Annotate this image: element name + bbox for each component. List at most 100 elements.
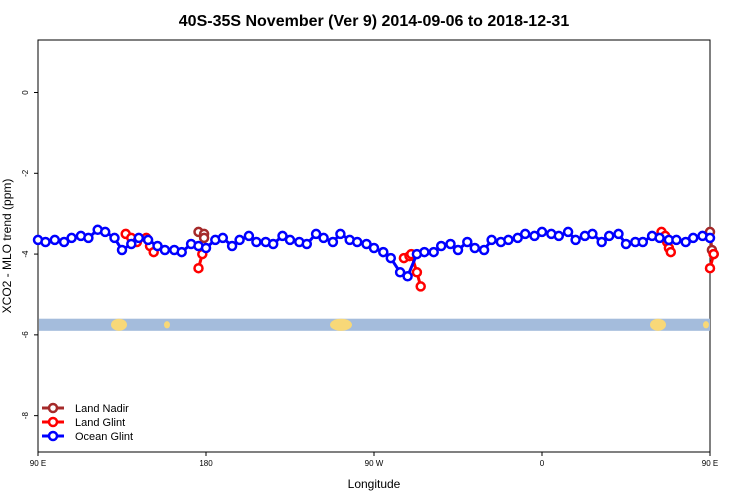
- ocean-glint-point: [126, 238, 137, 250]
- ocean-glint-point: [66, 232, 77, 244]
- ocean-glint-point: [133, 232, 145, 244]
- x-tick-label: 90 W: [365, 459, 384, 468]
- land-glint-point: [708, 248, 719, 260]
- ocean-glint-point: [680, 236, 691, 248]
- ocean-glint-point: [385, 252, 397, 264]
- ocean-glint-point: [351, 236, 363, 248]
- y-tick-label: -2: [21, 169, 30, 177]
- legend-marker-ocean-glint: [47, 430, 59, 442]
- ocean-glint-point: [687, 232, 699, 244]
- y-tick-label: 0: [21, 90, 30, 95]
- ocean-glint-point: [435, 240, 447, 252]
- ocean-glint-point: [99, 226, 111, 238]
- x-axis: 90 E 180 90 W 0 90 E: [30, 452, 718, 468]
- series-layer: [32, 224, 719, 292]
- ocean-glint-point: [116, 244, 128, 256]
- ocean-glint-point: [519, 228, 531, 240]
- x-axis-label: Longitude: [348, 477, 401, 491]
- ocean-glint-point: [83, 232, 94, 244]
- land-patch-australia: [111, 318, 127, 331]
- ocean-glint-point: [428, 246, 439, 258]
- map-ocean-band: [39, 318, 710, 331]
- land-patch-new-zealand-repeat: [703, 321, 709, 329]
- legend-item-land-nadir: Land Nadir: [42, 402, 129, 415]
- ocean-glint-point: [419, 246, 430, 258]
- legend-item-land-glint: Land Glint: [42, 416, 125, 429]
- ocean-glint-point: [445, 238, 456, 250]
- ocean-glint-point: [469, 242, 481, 254]
- ocean-glint-point: [529, 230, 540, 242]
- ocean-glint-point: [402, 271, 413, 282]
- legend-label-land-glint: Land Glint: [75, 417, 125, 429]
- ocean-glint-point: [452, 244, 464, 256]
- ocean-glint-point: [310, 228, 322, 240]
- ocean-glint-point: [318, 232, 329, 244]
- legend: Land Nadir Land Glint Ocean Glint: [42, 402, 133, 443]
- legend-marker-land-nadir: [47, 402, 59, 414]
- ocean-glint-point: [570, 234, 581, 246]
- ocean-glint-point: [277, 230, 288, 242]
- ocean-glint-point: [613, 228, 624, 240]
- ocean-glint-point: [176, 246, 187, 258]
- ocean-glint-point: [620, 238, 632, 250]
- ocean-glint-point: [671, 234, 682, 246]
- land-glint-point: [411, 267, 423, 278]
- ocean-glint-point: [587, 228, 598, 240]
- ocean-glint-point: [536, 226, 548, 238]
- land-patch-south-america: [330, 318, 352, 331]
- ocean-glint-point: [301, 238, 313, 250]
- land-glint-point: [193, 262, 204, 274]
- map-strip: [39, 318, 710, 331]
- ocean-glint-point: [159, 244, 171, 256]
- ocean-glint-point: [327, 236, 339, 248]
- y-tick-label: -8: [21, 412, 30, 420]
- ocean-glint-point: [217, 232, 229, 244]
- x-tick-label: 180: [199, 459, 213, 468]
- y-tick-label: -6: [21, 331, 30, 339]
- ocean-glint-point: [361, 238, 372, 250]
- ocean-glint-point: [512, 232, 523, 244]
- land-patch-australia-repeat: [650, 318, 666, 331]
- y-axis-label: XCO2 - MLO trend (ppm): [0, 179, 14, 314]
- land-glint-point: [415, 281, 426, 292]
- ocean-glint-point: [109, 232, 120, 244]
- y-tick-label: -4: [21, 250, 30, 258]
- legend-item-ocean-glint: Ocean Glint: [42, 430, 133, 443]
- ocean-glint-point: [267, 238, 279, 250]
- ocean-glint-point: [394, 267, 406, 278]
- x-tick-label: 90 E: [702, 459, 718, 468]
- ocean-glint-point: [503, 234, 514, 246]
- ocean-glint-point: [553, 230, 565, 242]
- ocean-glint-point: [251, 236, 262, 248]
- ocean-glint-point: [234, 234, 245, 246]
- land-glint-point: [665, 246, 677, 258]
- land-patch-new-zealand: [164, 321, 170, 329]
- legend-label-ocean-glint: Ocean Glint: [75, 431, 133, 443]
- y-axis: 0 -2 -4 -6 -8: [21, 90, 38, 419]
- x-tick-label: 90 E: [30, 459, 46, 468]
- ocean-glint-point: [142, 234, 154, 246]
- ocean-glint-point: [637, 236, 649, 248]
- ocean-glint-point: [58, 236, 70, 248]
- ocean-glint-point: [378, 246, 389, 258]
- ocean-glint-point: [49, 234, 61, 246]
- ocean-glint-point: [596, 236, 607, 248]
- ocean-glint-point: [704, 232, 716, 244]
- legend-marker-land-glint: [47, 416, 59, 428]
- ocean-glint-point: [226, 240, 238, 252]
- legend-label-land-nadir: Land Nadir: [75, 403, 129, 415]
- ocean-glint-point: [40, 236, 51, 248]
- land-nadir-point: [198, 232, 210, 244]
- chart-title: 40S-35S November (Ver 9) 2014-09-06 to 2…: [179, 13, 570, 30]
- ocean-glint-point: [368, 242, 380, 254]
- ocean-glint-point: [243, 230, 255, 242]
- ocean-glint-point: [486, 234, 497, 246]
- x-tick-label: 0: [540, 459, 545, 468]
- ocean-glint-point: [284, 234, 296, 246]
- land-glint-point: [704, 262, 716, 274]
- ocean-glint-point: [603, 230, 615, 242]
- ocean-glint-point: [335, 228, 346, 240]
- ocean-glint-point: [654, 232, 665, 244]
- ocean-glint-point: [200, 242, 212, 254]
